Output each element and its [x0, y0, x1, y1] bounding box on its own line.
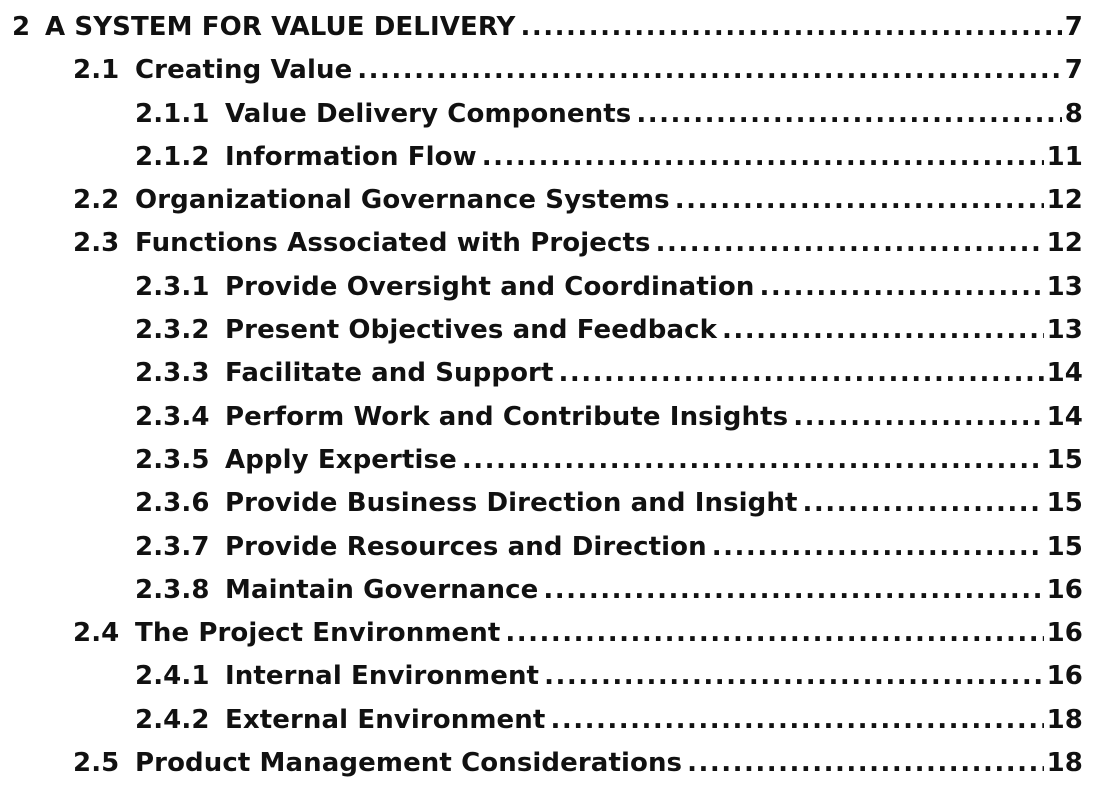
toc-entry-title: Value Delivery Components — [225, 98, 632, 129]
toc-entry-page-number: 7 — [1064, 12, 1083, 42]
toc-entry-2-4-2[interactable]: 2.4.2 External Environment 18 — [0, 699, 1098, 742]
toc-entry-title: Facilitate and Support — [225, 358, 554, 389]
dot-leader — [675, 179, 1044, 222]
toc-entry-number: 2.1.1 — [135, 98, 210, 129]
dot-leader — [559, 352, 1044, 395]
dot-leader — [687, 742, 1043, 785]
toc-entry-title: Apply Expertise — [225, 444, 457, 475]
toc-entry-title: Perform Work and Contribute Insights — [225, 401, 789, 432]
toc-entry-2-3-5[interactable]: 2.3.5 Apply Expertise 15 — [0, 439, 1098, 482]
toc-entry-page-number: 14 — [1046, 401, 1083, 432]
toc-entry-page-number: 16 — [1046, 618, 1083, 649]
toc-entry-2-3-6[interactable]: 2.3.6 Provide Business Direction and Ins… — [0, 482, 1098, 525]
dot-leader — [357, 49, 1062, 92]
toc-entry-page-number: 11 — [1046, 141, 1083, 172]
toc-entry-title: Organizational Governance Systems — [135, 185, 670, 216]
toc-entry-chapter-2[interactable]: 2 A SYSTEM FOR VALUE DELIVERY 7 — [0, 6, 1098, 49]
toc-entry-2-3[interactable]: 2.3 Functions Associated with Projects 1… — [0, 222, 1098, 265]
toc-entry-number: 2.4 — [73, 618, 120, 649]
toc-entry-title: Provide Resources and Direction — [225, 531, 707, 562]
toc-entry-2-3-8[interactable]: 2.3.8 Maintain Governance 16 — [0, 569, 1098, 612]
toc-entry-2-2[interactable]: 2.2 Organizational Governance Systems 12 — [0, 179, 1098, 222]
toc-entry-2-3-3[interactable]: 2.3.3 Facilitate and Support 14 — [0, 352, 1098, 395]
toc-entry-title: Present Objectives and Feedback — [225, 315, 717, 346]
toc-entry-title: Functions Associated with Projects — [135, 228, 651, 259]
toc-entry-number: 2 — [12, 12, 31, 42]
toc-entry-page-number: 12 — [1046, 228, 1083, 259]
dot-leader — [656, 222, 1044, 265]
toc-entry-2-3-7[interactable]: 2.3.7 Provide Resources and Direction 15 — [0, 526, 1098, 569]
toc-entry-title: Creating Value — [135, 55, 353, 86]
toc-entry-page-number: 14 — [1046, 358, 1083, 389]
toc-entry-title: External Environment — [225, 704, 546, 735]
toc-entry-2-4-1[interactable]: 2.4.1 Internal Environment 16 — [0, 655, 1098, 698]
toc-entry-2-4[interactable]: 2.4 The Project Environment 16 — [0, 612, 1098, 655]
toc-entry-2-1-2[interactable]: 2.1.2 Information Flow 11 — [0, 136, 1098, 179]
toc-entry-page-number: 15 — [1046, 488, 1083, 519]
dot-leader — [462, 439, 1044, 482]
toc-entry-number: 2.3.4 — [135, 401, 210, 432]
toc-entry-title: Provide Business Direction and Insight — [225, 488, 798, 519]
toc-entry-title: A SYSTEM FOR VALUE DELIVERY — [45, 12, 516, 42]
toc-entry-number: 2.3.2 — [135, 315, 210, 346]
toc-entry-page-number: 7 — [1064, 55, 1083, 86]
toc-entry-title: Information Flow — [225, 141, 477, 172]
toc-entry-number: 2.3.6 — [135, 488, 210, 519]
table-of-contents: 2 A SYSTEM FOR VALUE DELIVERY 7 2.1 Crea… — [0, 6, 1098, 785]
toc-entry-2-3-2[interactable]: 2.3.2 Present Objectives and Feedback 13 — [0, 309, 1098, 352]
dot-leader — [520, 6, 1061, 49]
toc-entry-number: 2.1 — [73, 55, 120, 86]
toc-entry-2-1[interactable]: 2.1 Creating Value 7 — [0, 49, 1098, 92]
toc-entry-title: Provide Oversight and Coordination — [225, 271, 755, 302]
toc-entry-title: The Project Environment — [135, 618, 501, 649]
toc-entry-page-number: 12 — [1046, 185, 1083, 216]
toc-entry-page-number: 18 — [1046, 748, 1083, 779]
dot-leader — [505, 612, 1043, 655]
toc-entry-title: Maintain Governance — [225, 574, 539, 605]
toc-entry-number: 2.5 — [73, 748, 120, 779]
dot-leader — [759, 266, 1043, 309]
dot-leader — [482, 136, 1044, 179]
toc-entry-number: 2.4.1 — [135, 661, 210, 692]
toc-entry-number: 2.3 — [73, 228, 120, 259]
toc-entry-number: 2.3.5 — [135, 444, 210, 475]
toc-entry-page-number: 16 — [1046, 661, 1083, 692]
dot-leader — [550, 699, 1043, 742]
toc-entry-page-number: 15 — [1046, 531, 1083, 562]
toc-entry-number: 2.4.2 — [135, 704, 210, 735]
toc-entry-page-number: 8 — [1064, 98, 1083, 129]
dot-leader — [722, 309, 1044, 352]
dot-leader — [803, 482, 1044, 525]
toc-entry-number: 2.3.7 — [135, 531, 210, 562]
dot-leader — [793, 396, 1043, 439]
toc-entry-page-number: 13 — [1046, 315, 1083, 346]
toc-entry-page-number: 18 — [1046, 704, 1083, 735]
toc-entry-number: 2.3.8 — [135, 574, 210, 605]
toc-entry-2-5[interactable]: 2.5 Product Management Considerations 18 — [0, 742, 1098, 785]
toc-entry-number: 2.2 — [73, 185, 120, 216]
dot-leader — [712, 526, 1044, 569]
toc-entry-2-1-1[interactable]: 2.1.1 Value Delivery Components 8 — [0, 93, 1098, 136]
toc-entry-page-number: 15 — [1046, 444, 1083, 475]
toc-entry-page-number: 13 — [1046, 271, 1083, 302]
dot-leader — [544, 655, 1044, 698]
toc-entry-number: 2.1.2 — [135, 141, 210, 172]
dot-leader — [636, 93, 1061, 136]
toc-entry-title: Internal Environment — [225, 661, 540, 692]
toc-entry-2-3-4[interactable]: 2.3.4 Perform Work and Contribute Insigh… — [0, 396, 1098, 439]
toc-entry-page-number: 16 — [1046, 574, 1083, 605]
toc-entry-title: Product Management Considerations — [135, 748, 683, 779]
toc-entry-number: 2.3.3 — [135, 358, 210, 389]
toc-entry-number: 2.3.1 — [135, 271, 210, 302]
dot-leader — [543, 569, 1043, 612]
toc-entry-2-3-1[interactable]: 2.3.1 Provide Oversight and Coordination… — [0, 266, 1098, 309]
